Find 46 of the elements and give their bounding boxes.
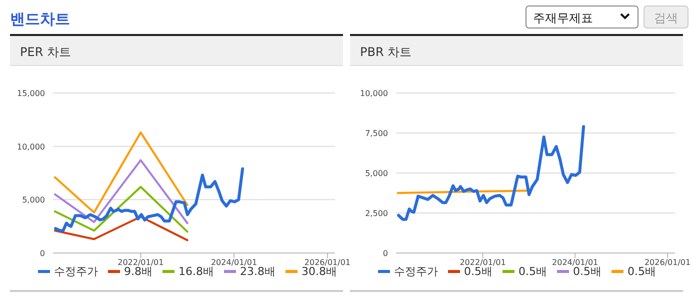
y-tick-label: 5,000 bbox=[22, 196, 45, 205]
y-tick-label: 7,500 bbox=[365, 129, 388, 138]
legend-item: 9.8배 bbox=[108, 265, 152, 278]
legend-label: 0.5배 bbox=[573, 265, 602, 278]
text: 밴드차트 bbox=[10, 10, 70, 28]
legend-label: 16.8배 bbox=[178, 265, 214, 278]
legend-item: 30.8배 bbox=[286, 265, 337, 278]
line-series bbox=[54, 186, 188, 233]
legend-label: 0.5배 bbox=[464, 265, 492, 278]
line-series bbox=[397, 125, 586, 221]
x-tick-label: 2024/01/01 bbox=[552, 258, 598, 267]
legend-item: 수정주가 bbox=[38, 265, 98, 278]
legend-label: 수정주가 bbox=[394, 265, 438, 278]
y-tick-label: 0 bbox=[382, 249, 388, 258]
legend-label: 0.5배 bbox=[628, 265, 656, 278]
y-tick-label: 10,000 bbox=[17, 142, 45, 152]
legend-item: 16.8배 bbox=[162, 265, 214, 278]
legend-item: 0.5배 bbox=[448, 265, 492, 278]
legend-label: 23.8배 bbox=[240, 265, 276, 278]
legend-label: 0.5배 bbox=[518, 265, 547, 278]
select: 주재무제표 bbox=[526, 6, 638, 28]
line-series bbox=[54, 216, 188, 242]
line-series bbox=[54, 167, 244, 232]
legend-item: 0.5배 bbox=[557, 265, 602, 278]
legend-item: 23.8배 bbox=[224, 265, 276, 278]
y-tick-label: 5,000 bbox=[365, 169, 388, 178]
x-tick-label: 2026/01/01 bbox=[644, 258, 691, 267]
x-tick-label: 2026/01/01 bbox=[304, 258, 351, 267]
legend-item: 0.5배 bbox=[612, 265, 656, 278]
line-series bbox=[54, 159, 188, 224]
legend-label: 30.8배 bbox=[302, 265, 337, 278]
legend-item: 수정주가 bbox=[378, 265, 438, 278]
legend-label: 9.8배 bbox=[124, 265, 152, 278]
line-series bbox=[54, 131, 188, 214]
chart-title: PBR 차트 bbox=[360, 45, 412, 59]
legend-label: 수정주가 bbox=[54, 265, 98, 278]
x-tick-label: 2022/01/01 bbox=[460, 258, 506, 267]
button: 검색 bbox=[644, 6, 688, 28]
y-tick-label: 0 bbox=[40, 249, 45, 258]
y-tick-label: 10,000 bbox=[360, 89, 388, 98]
x-tick-label: 2022/01/01 bbox=[118, 258, 164, 267]
x-tick-label: 2024/01/01 bbox=[210, 258, 258, 267]
chart-title: PER 차트 bbox=[20, 45, 71, 59]
legend-item: 0.5배 bbox=[502, 265, 547, 278]
y-tick-label: 2,500 bbox=[365, 209, 388, 218]
y-tick-label: 15,000 bbox=[17, 89, 45, 98]
